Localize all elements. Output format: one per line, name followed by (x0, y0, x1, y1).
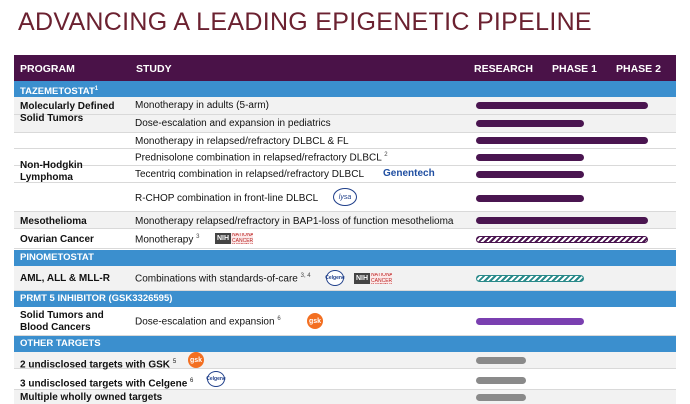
table-row (14, 369, 676, 390)
table-row (14, 307, 676, 336)
gsk-logo: gsk (188, 352, 204, 368)
table-row (14, 166, 676, 183)
program-celgene-targets: 3 undisclosed targets with Celgene 6 (20, 378, 194, 390)
progress-bar (476, 195, 584, 202)
header-program: PROGRAM (20, 63, 75, 75)
program-nhl: Non-Hodgkin Lymphoma (20, 160, 83, 183)
table-header: PROGRAM STUDY RESEARCH PHASE 1 PHASE 2 (14, 55, 676, 81)
study-label: Dose-escalation and expansion in pediatr… (135, 118, 331, 129)
program-solid-blood: Solid Tumors and Blood Cancers (20, 310, 104, 333)
program-owned-targets: Multiple wholly owned targets (20, 392, 163, 403)
program-solid-tumors: Molecularly Defined Solid Tumors (20, 101, 115, 124)
study-label: Combinations with standards-of-care 3, 4 (135, 273, 311, 285)
program-aml: AML, ALL & MLL-R (20, 273, 110, 284)
table-row (14, 352, 676, 369)
study-label: Prednisolone combination in relapsed/ref… (135, 152, 388, 164)
study-label: Tecentriq combination in relapsed/refrac… (135, 169, 364, 180)
progress-bar (476, 318, 584, 325)
study-label: Monotherapy in relapsed/refractory DLBCL… (135, 136, 349, 147)
nih-logo: NIHNATIONAL CANCER INSTITUTE (214, 233, 254, 244)
progress-bar (476, 171, 584, 178)
lysa-logo: lysa (333, 188, 357, 206)
progress-bar (476, 394, 526, 401)
progress-bar (476, 120, 584, 127)
page-title: ADVANCING A LEADING EPIGENETIC PIPELINE (18, 8, 592, 36)
study-label: Dose-escalation and expansion 6 (135, 316, 281, 328)
progress-bar (476, 217, 648, 224)
header-phase1: PHASE 1 (552, 63, 597, 75)
section-pinometostat: PINOMETOSTAT (14, 250, 676, 266)
header-research: RESEARCH (474, 63, 533, 75)
table-row (14, 212, 676, 229)
study-label: R-CHOP combination in front-line DLBCL (135, 193, 319, 204)
progress-bar (476, 102, 648, 109)
header-phase2: PHASE 2 (616, 63, 661, 75)
table-row (14, 229, 676, 249)
study-label: Monotherapy 3 (135, 234, 200, 246)
nih-logo: NIHNATIONAL CANCER INSTITUTE (353, 273, 393, 284)
progress-bar (476, 275, 584, 282)
study-label: Monotherapy relapsed/refractory in BAP1-… (135, 216, 454, 227)
table-row (14, 183, 676, 212)
header-study: STUDY (136, 63, 172, 75)
table-row (14, 115, 676, 133)
celgene-logo: Celgene (206, 371, 226, 387)
section-prmt5: PRMT 5 INHIBITOR (GSK3326595) (14, 291, 676, 307)
progress-bar (476, 154, 584, 161)
progress-bar (476, 236, 648, 243)
table-row (14, 133, 676, 149)
program-ovarian-cancer: Ovarian Cancer (20, 234, 94, 245)
celgene-logo: Celgene (325, 270, 345, 286)
table-row (14, 97, 676, 115)
progress-bar (476, 377, 526, 384)
section-tazemetostat: TAZEMETOSTAT1 (14, 81, 676, 97)
program-gsk-targets: 2 undisclosed targets with GSK 5 (20, 359, 177, 371)
progress-bar (476, 137, 648, 144)
program-mesothelioma: Mesothelioma (20, 216, 87, 227)
section-other-targets: OTHER TARGETS (14, 336, 676, 352)
study-label: Monotherapy in adults (5-arm) (135, 100, 269, 111)
gsk-logo: gsk (307, 313, 323, 329)
table-row (14, 149, 676, 166)
progress-bar (476, 357, 526, 364)
genentech-logo: Genentech (383, 168, 435, 179)
